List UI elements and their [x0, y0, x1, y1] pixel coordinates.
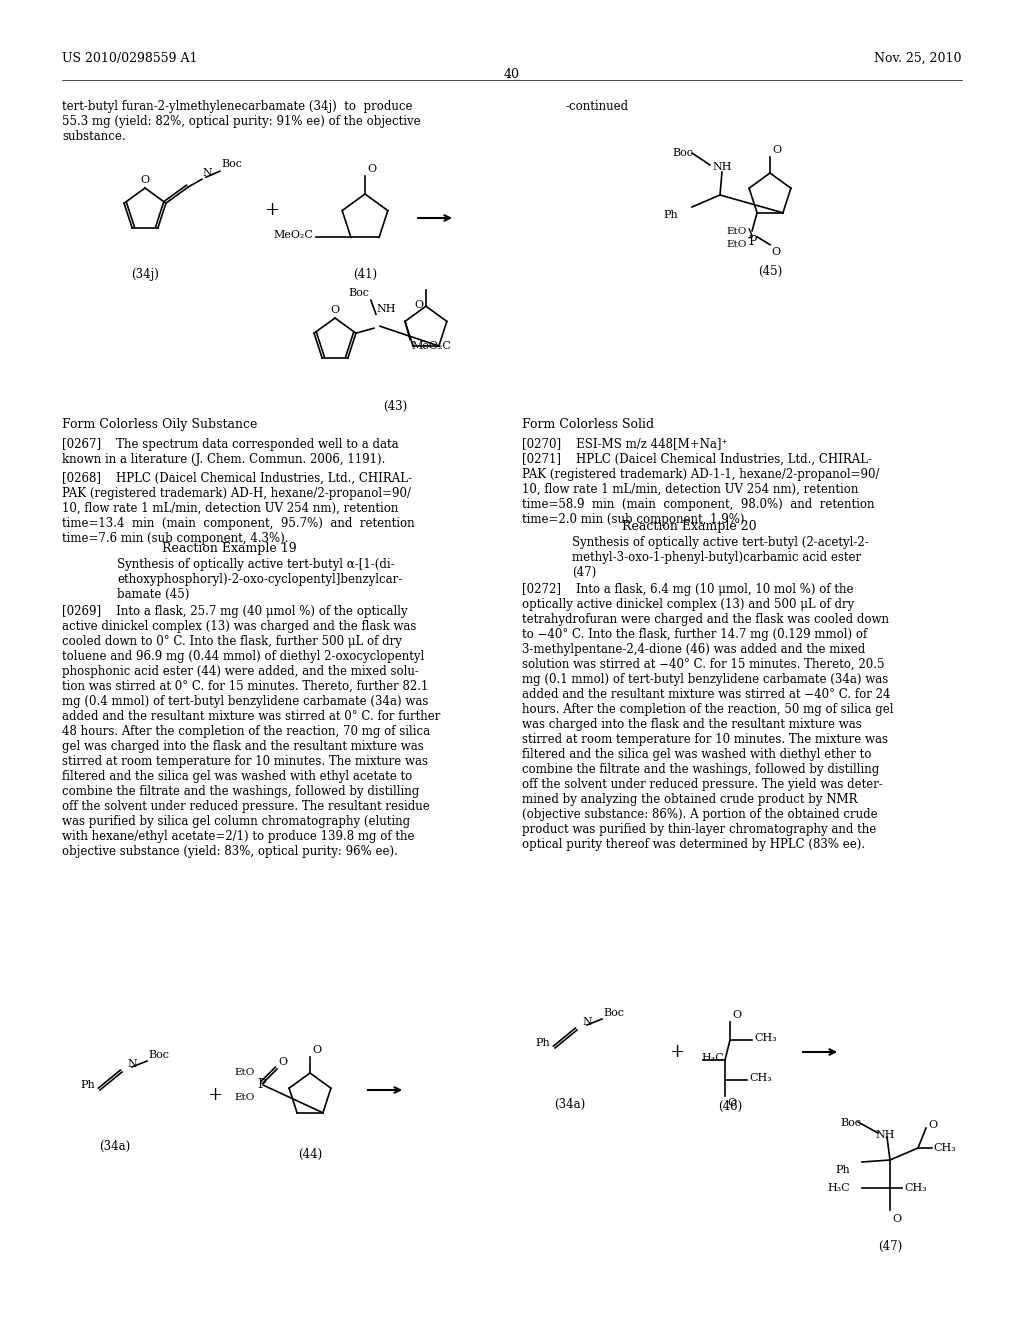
- Text: CH₃: CH₃: [933, 1143, 955, 1152]
- Text: US 2010/0298559 A1: US 2010/0298559 A1: [62, 51, 198, 65]
- Text: N: N: [127, 1059, 137, 1069]
- Text: Nov. 25, 2010: Nov. 25, 2010: [874, 51, 962, 65]
- Text: (45): (45): [758, 265, 782, 279]
- Text: [0269]    Into a flask, 25.7 mg (40 μmol %) of the optically
active dinickel com: [0269] Into a flask, 25.7 mg (40 μmol %)…: [62, 605, 440, 858]
- Text: Form Colorless Oily Substance: Form Colorless Oily Substance: [62, 418, 257, 432]
- Text: O: O: [771, 247, 780, 257]
- Text: -continued: -continued: [565, 100, 628, 114]
- Text: O: O: [278, 1057, 287, 1067]
- Text: (47): (47): [878, 1239, 902, 1253]
- Text: CH₃: CH₃: [754, 1034, 777, 1043]
- Text: [0271]    HPLC (Daicel Chemical Industries, Ltd., CHIRAL-
PAK (registered tradem: [0271] HPLC (Daicel Chemical Industries,…: [522, 453, 880, 525]
- Text: H₃C: H₃C: [827, 1183, 850, 1193]
- Text: Synthesis of optically active tert-butyl (2-acetyl-2-
methyl-3-oxo-1-phenyl-buty: Synthesis of optically active tert-butyl…: [572, 536, 868, 579]
- Text: [0270]    ESI-MS m/z 448[M+Na]⁺: [0270] ESI-MS m/z 448[M+Na]⁺: [522, 437, 728, 450]
- Text: O: O: [367, 164, 376, 174]
- Text: Synthesis of optically active tert-butyl α-[1-(di-
ethoxyphosphoryl)-2-oxo-cyclo: Synthesis of optically active tert-butyl…: [117, 558, 402, 601]
- Text: +: +: [264, 201, 280, 219]
- Text: (34j): (34j): [131, 268, 159, 281]
- Text: EtO: EtO: [234, 1068, 255, 1077]
- Text: +: +: [670, 1043, 684, 1061]
- Text: H₃C: H₃C: [701, 1053, 724, 1063]
- Text: (41): (41): [353, 268, 377, 281]
- Text: EtO: EtO: [727, 240, 748, 248]
- Text: +: +: [208, 1086, 222, 1104]
- Text: (34a): (34a): [554, 1098, 586, 1111]
- Text: EtO: EtO: [727, 227, 748, 236]
- Text: (46): (46): [718, 1100, 742, 1113]
- Text: [0268]    HPLC (Daicel Chemical Industries, Ltd., CHIRAL-
PAK (registered tradem: [0268] HPLC (Daicel Chemical Industries,…: [62, 473, 415, 545]
- Text: Reaction Example 20: Reaction Example 20: [622, 520, 757, 533]
- Text: (43): (43): [383, 400, 408, 413]
- Text: O: O: [928, 1119, 937, 1130]
- Text: CH₃: CH₃: [749, 1073, 772, 1082]
- Text: EtO: EtO: [234, 1093, 255, 1102]
- Text: NH: NH: [712, 162, 731, 172]
- Text: O: O: [331, 305, 340, 315]
- Text: Boc: Boc: [840, 1118, 861, 1129]
- Text: O: O: [312, 1045, 322, 1055]
- Text: 40: 40: [504, 69, 520, 81]
- Text: Boc: Boc: [348, 288, 369, 298]
- Text: CH₃: CH₃: [904, 1183, 927, 1193]
- Text: Ph: Ph: [536, 1038, 550, 1048]
- Text: P: P: [257, 1078, 265, 1092]
- Text: O: O: [892, 1214, 901, 1224]
- Text: [0267]    The spectrum data corresponded well to a data
known in a literature (J: [0267] The spectrum data corresponded we…: [62, 438, 398, 466]
- Text: Boc: Boc: [603, 1008, 624, 1018]
- Text: Ph: Ph: [80, 1080, 95, 1090]
- Text: NH: NH: [874, 1130, 895, 1140]
- Text: [0272]    Into a flask, 6.4 mg (10 μmol, 10 mol %) of the
optically active dinic: [0272] Into a flask, 6.4 mg (10 μmol, 10…: [522, 583, 894, 851]
- Text: N: N: [203, 168, 213, 178]
- Text: NH: NH: [377, 304, 396, 314]
- Text: Boc: Boc: [221, 160, 242, 169]
- Text: tert-butyl furan-2-ylmethylenecarbamate (34j)  to  produce
55.3 mg (yield: 82%, : tert-butyl furan-2-ylmethylenecarbamate …: [62, 100, 421, 143]
- Text: Form Colorless Solid: Form Colorless Solid: [522, 418, 654, 432]
- Text: MeO₂C: MeO₂C: [411, 342, 451, 351]
- Text: Reaction Example 19: Reaction Example 19: [162, 543, 297, 554]
- Text: Boc: Boc: [148, 1049, 169, 1060]
- Text: N: N: [582, 1016, 592, 1027]
- Text: (34a): (34a): [99, 1140, 131, 1152]
- Text: O: O: [414, 300, 423, 310]
- Text: O: O: [727, 1098, 736, 1107]
- Text: MeO₂C: MeO₂C: [273, 231, 313, 240]
- Text: Boc: Boc: [672, 148, 693, 158]
- Text: P: P: [748, 235, 757, 248]
- Text: O: O: [732, 1010, 741, 1020]
- Text: Ph: Ph: [836, 1166, 850, 1175]
- Text: O: O: [772, 145, 781, 154]
- Text: O: O: [140, 176, 150, 185]
- Text: Ph: Ph: [664, 210, 678, 220]
- Text: (44): (44): [298, 1148, 323, 1162]
